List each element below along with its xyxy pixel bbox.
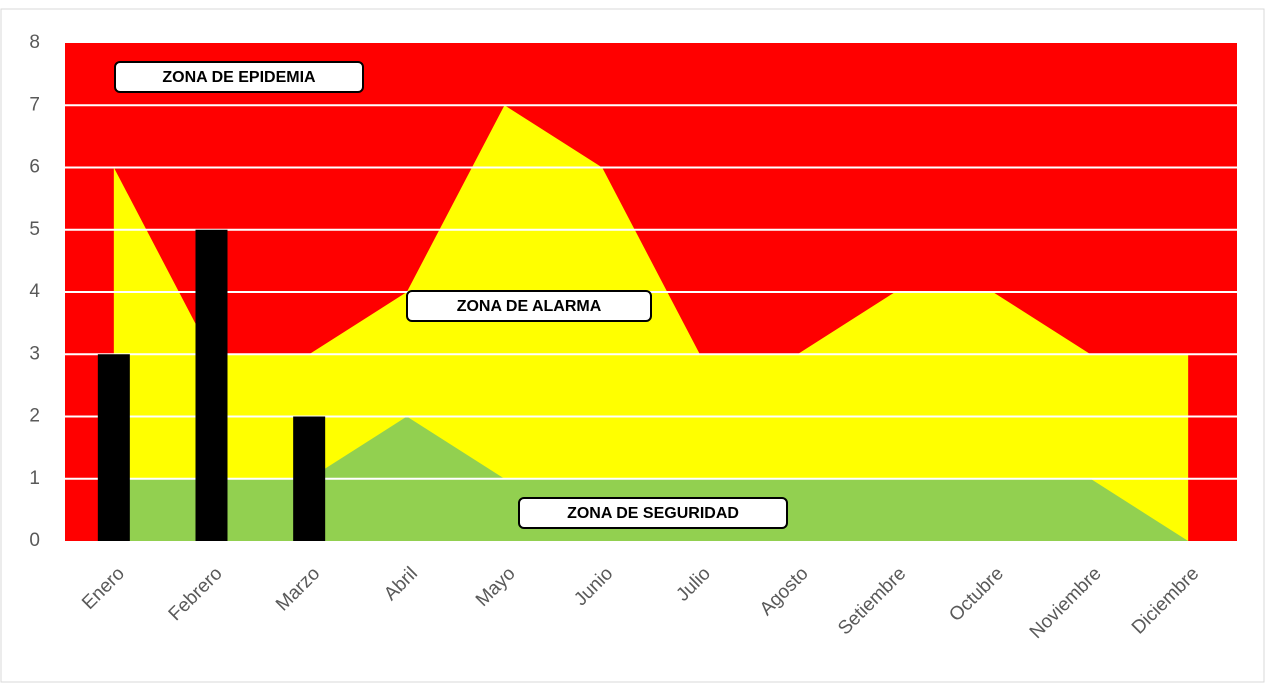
annotation-box [406,290,652,322]
y-tick-label: 0 [29,530,40,551]
annotation-box [518,497,788,529]
bar [97,354,130,541]
y-tick-label: 2 [29,406,40,427]
y-tick-label: 3 [29,343,40,364]
y-tick-label: 6 [29,157,40,178]
y-tick-label: 8 [29,32,40,53]
annotation: ZONA DE EPIDEMIA [162,69,316,86]
y-tick-label: 1 [29,468,40,489]
y-tick-label: 5 [29,219,40,240]
annotation: ZONA DE ALARMA [457,298,602,315]
y-tick-label: 4 [29,281,40,302]
annotation: ZONA DE SEGURIDAD [567,505,739,522]
y-tick-label: 7 [29,94,40,115]
bar [293,416,326,541]
annotation-box [114,61,364,93]
bar [195,229,228,541]
area [113,105,1189,541]
